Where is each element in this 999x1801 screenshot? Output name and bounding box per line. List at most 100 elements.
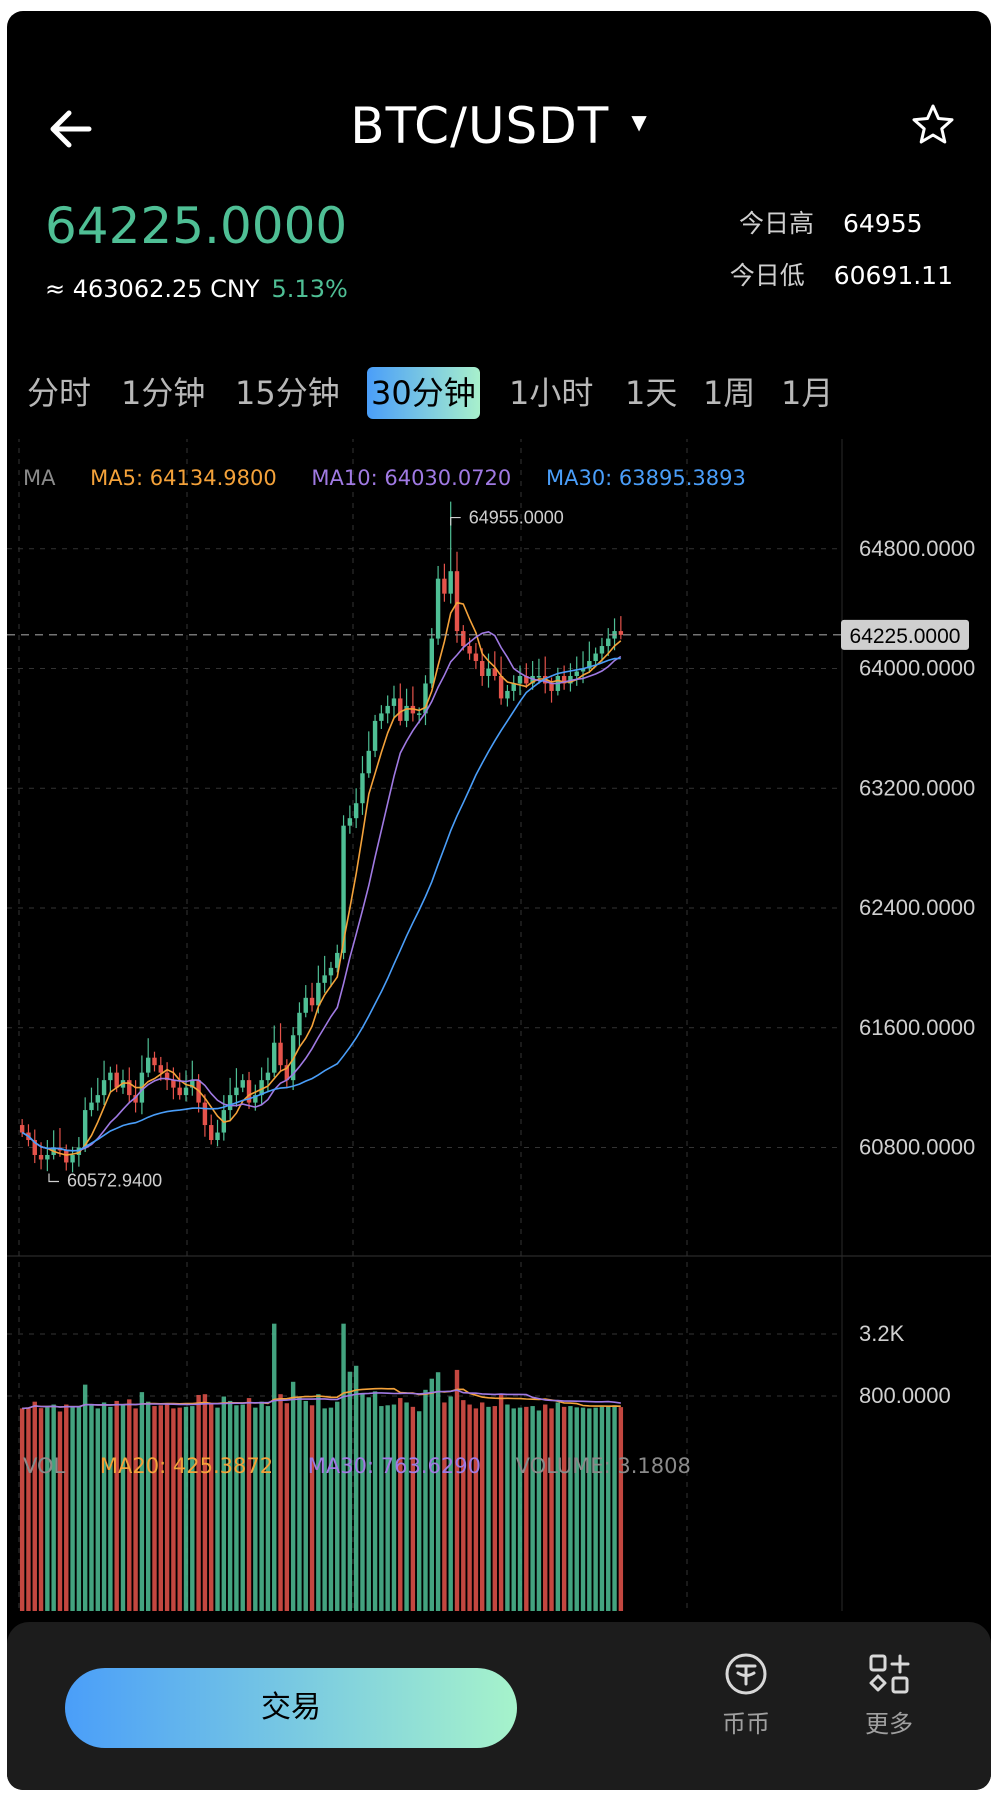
volume-bar: [297, 1396, 302, 1611]
candle-body: [599, 646, 605, 654]
volume-bar: [555, 1402, 561, 1611]
y-tick-label: 64000.0000: [859, 656, 975, 681]
kline-chart[interactable]: 65600.0000 64800.0000 64000.0000 63200.0000…: [7, 439, 991, 1629]
tab-interval-5[interactable]: 1天: [625, 374, 678, 412]
volume-bar: [202, 1394, 208, 1611]
volume-bar: [133, 1408, 138, 1611]
vol-ma30-line: [22, 1389, 621, 1410]
candle-body: [435, 578, 441, 639]
vol-ma20-value: MA20: 425.3872: [99, 1454, 274, 1478]
y-tick-label: 61600.0000: [859, 1015, 975, 1040]
volume-bar: [89, 1404, 94, 1611]
caret-down-icon: ▼: [631, 109, 648, 134]
pair-title[interactable]: BTC/USDT ▼: [7, 97, 991, 155]
volume-bar: [127, 1399, 132, 1611]
ma10-value: MA10: 64030.0720: [311, 466, 512, 490]
volume-bar: [574, 1407, 579, 1611]
volume-bar: [45, 1407, 50, 1611]
volume-bar: [423, 1389, 428, 1611]
vol-tick-label: 800.0000: [859, 1383, 951, 1408]
pair-name: BTC/USDT: [350, 97, 610, 155]
volume-bar: [435, 1372, 441, 1611]
candle-body: [561, 675, 567, 684]
candle-body: [511, 683, 516, 691]
volume-bar: [587, 1408, 592, 1611]
tab-interval-0[interactable]: 分时: [27, 374, 92, 412]
max-annotation: 64955.0000: [469, 508, 564, 528]
tab-interval-3[interactable]: 30分钟: [367, 367, 480, 419]
more-button[interactable]: 更多: [844, 1652, 934, 1739]
candle-body: [423, 683, 428, 714]
candle-body: [190, 1080, 195, 1088]
candle-body: [517, 675, 523, 684]
candle-body: [227, 1095, 233, 1111]
tab-interval-7[interactable]: 1月: [781, 374, 834, 412]
volume-bar: [51, 1404, 56, 1611]
volume-bar: [95, 1408, 100, 1611]
vol-legend-label: VOL: [23, 1454, 66, 1478]
candle-body: [152, 1057, 157, 1066]
candle-body: [133, 1095, 138, 1103]
candle-body: [618, 631, 624, 635]
ma30-value: MA30: 63895.3893: [545, 466, 746, 490]
volume-bar: [549, 1408, 554, 1611]
y-tick-label: 60800.0000: [859, 1135, 975, 1160]
volume-bar: [139, 1392, 145, 1611]
volume-bar: [158, 1405, 164, 1611]
tab-interval-2[interactable]: 15分钟: [235, 374, 340, 412]
candle-body: [177, 1087, 182, 1096]
candle-body: [385, 705, 390, 714]
candle-body: [524, 675, 529, 684]
volume-bar: [309, 1405, 315, 1611]
star-icon[interactable]: [909, 101, 957, 149]
candle-body: [183, 1087, 189, 1096]
low-label: 今日低: [729, 261, 805, 290]
candle-body: [416, 713, 422, 715]
candle-body: [593, 653, 598, 662]
apps-plus-icon: [869, 1654, 910, 1694]
candle-body: [353, 803, 359, 819]
more-label: 更多: [865, 1710, 913, 1738]
ma10-line: [21, 630, 622, 1152]
candle-body: [101, 1080, 107, 1096]
coin-button[interactable]: 币币: [701, 1652, 791, 1739]
tab-interval-6[interactable]: 1周: [703, 374, 756, 412]
trade-button[interactable]: 交易: [65, 1668, 517, 1748]
candle-body: [70, 1154, 75, 1163]
volume-bar: [26, 1407, 31, 1611]
volume-bar: [322, 1408, 327, 1611]
candle-body: [328, 967, 334, 976]
vol-tick-label: 3.2K: [859, 1321, 905, 1346]
volume-bar: [391, 1404, 397, 1611]
vol-ma30-value: MA30: 763.6290: [307, 1454, 481, 1478]
candle-body: [209, 1125, 214, 1141]
arrow-left-icon[interactable]: [45, 103, 97, 155]
candle-body: [587, 661, 592, 669]
candle-body: [448, 571, 453, 594]
candle-body: [303, 997, 308, 1013]
candle-body: [574, 671, 579, 676]
volume-bar: [442, 1402, 447, 1611]
tether-coin-icon: [725, 1653, 767, 1695]
volume-bar: [385, 1405, 390, 1611]
tab-interval-4[interactable]: 1小时: [509, 374, 594, 412]
volume-bar: [120, 1405, 126, 1611]
candle-body: [45, 1154, 50, 1160]
volume-bar: [234, 1405, 239, 1611]
candle-body: [322, 975, 327, 983]
tab-interval-1[interactable]: 1分钟: [121, 374, 206, 412]
current-price-tag: [841, 619, 969, 650]
candle-body: [492, 668, 498, 676]
volume-bar: [32, 1401, 37, 1611]
volume-bar: [543, 1404, 548, 1611]
volume-value: VOLUME: 3.1808: [515, 1454, 691, 1478]
candle-body: [265, 1072, 271, 1081]
candle-body: [398, 698, 403, 721]
volume-bar: [284, 1403, 290, 1611]
max-marker: [450, 516, 461, 526]
volume-bar: [76, 1406, 82, 1611]
candle-body: [549, 683, 554, 691]
volume-bar: [196, 1394, 201, 1611]
volume-bar: [580, 1407, 586, 1611]
candle-body: [347, 818, 353, 826]
